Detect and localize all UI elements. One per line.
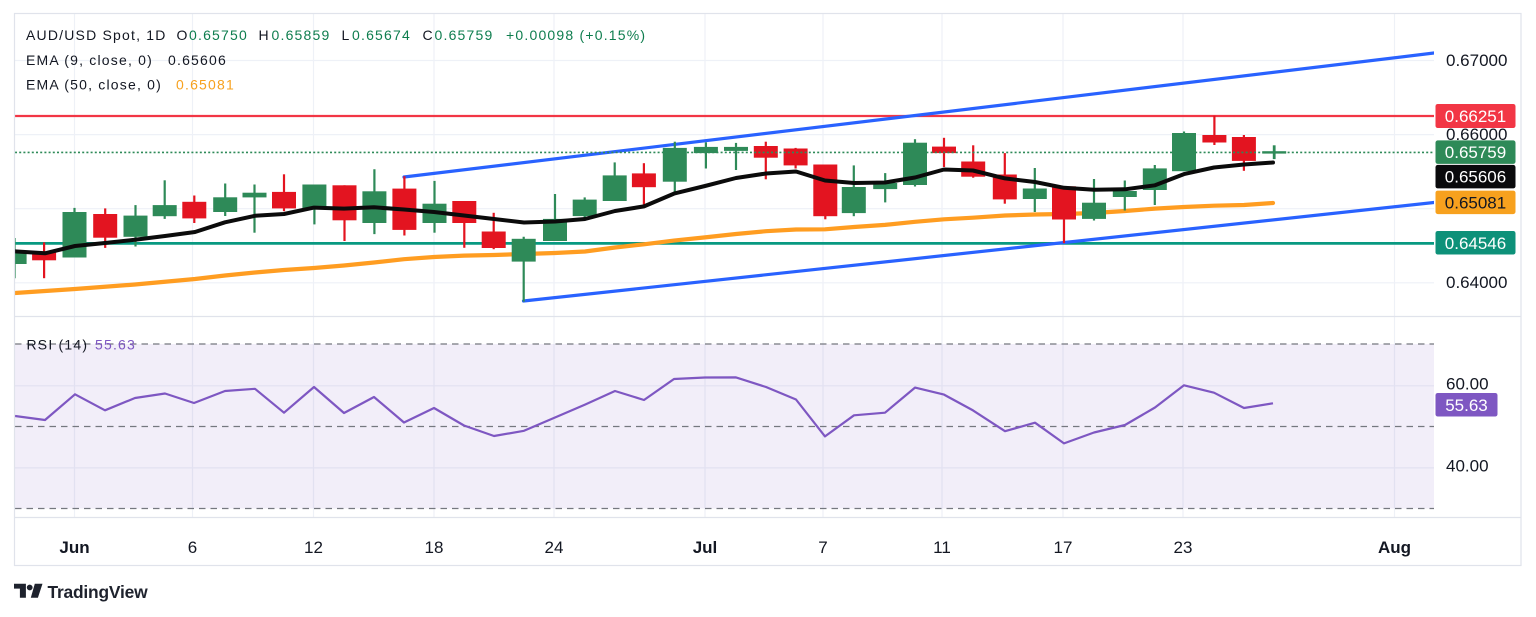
svg-text:Jun: Jun — [59, 538, 89, 557]
svg-text:TradingView: TradingView — [48, 582, 149, 602]
svg-text:60.00: 60.00 — [1446, 375, 1489, 394]
svg-text:0.65750: 0.65750 — [189, 27, 248, 43]
svg-text:RSI (14): RSI (14) — [27, 337, 89, 353]
svg-text:17: 17 — [1054, 538, 1073, 557]
svg-text:0.65859: 0.65859 — [272, 27, 331, 43]
svg-text:0.65759: 0.65759 — [435, 27, 494, 43]
svg-text:40.00: 40.00 — [1446, 457, 1489, 476]
svg-text:11: 11 — [933, 538, 951, 557]
svg-text:0.65606: 0.65606 — [168, 52, 227, 68]
svg-text:0.64546: 0.64546 — [1445, 234, 1506, 253]
svg-text:0.65081: 0.65081 — [1445, 193, 1506, 212]
svg-text:0.66000: 0.66000 — [1446, 125, 1507, 144]
svg-text:0.66251: 0.66251 — [1445, 107, 1506, 126]
svg-text:12: 12 — [304, 538, 323, 557]
svg-text:0.65674: 0.65674 — [352, 27, 411, 43]
svg-text:H: H — [259, 27, 270, 43]
svg-text:7: 7 — [818, 538, 827, 557]
svg-text:C: C — [423, 27, 434, 43]
svg-text:0.65606: 0.65606 — [1445, 168, 1506, 187]
svg-text:55.63: 55.63 — [95, 337, 136, 353]
svg-text:23: 23 — [1174, 538, 1193, 557]
svg-text:Aug: Aug — [1378, 538, 1411, 557]
svg-text:18: 18 — [425, 538, 444, 557]
svg-text:EMA (9, close, 0): EMA (9, close, 0) — [26, 52, 153, 68]
svg-text:L: L — [342, 27, 351, 43]
svg-text:24: 24 — [545, 538, 564, 557]
svg-text:0.65081: 0.65081 — [176, 77, 235, 93]
svg-text:Jul: Jul — [693, 538, 718, 557]
svg-text:0.64000: 0.64000 — [1446, 273, 1507, 292]
svg-text:O: O — [177, 27, 189, 43]
svg-text:6: 6 — [188, 538, 197, 557]
svg-text:0.67000: 0.67000 — [1446, 51, 1507, 70]
svg-text:0.65759: 0.65759 — [1445, 143, 1506, 162]
svg-text:+0.00098 (+0.15%): +0.00098 (+0.15%) — [506, 27, 646, 43]
svg-text:EMA (50, close, 0): EMA (50, close, 0) — [26, 77, 162, 93]
svg-text:55.63: 55.63 — [1445, 396, 1488, 415]
svg-text:AUD/USD Spot, 1D: AUD/USD Spot, 1D — [26, 27, 167, 43]
